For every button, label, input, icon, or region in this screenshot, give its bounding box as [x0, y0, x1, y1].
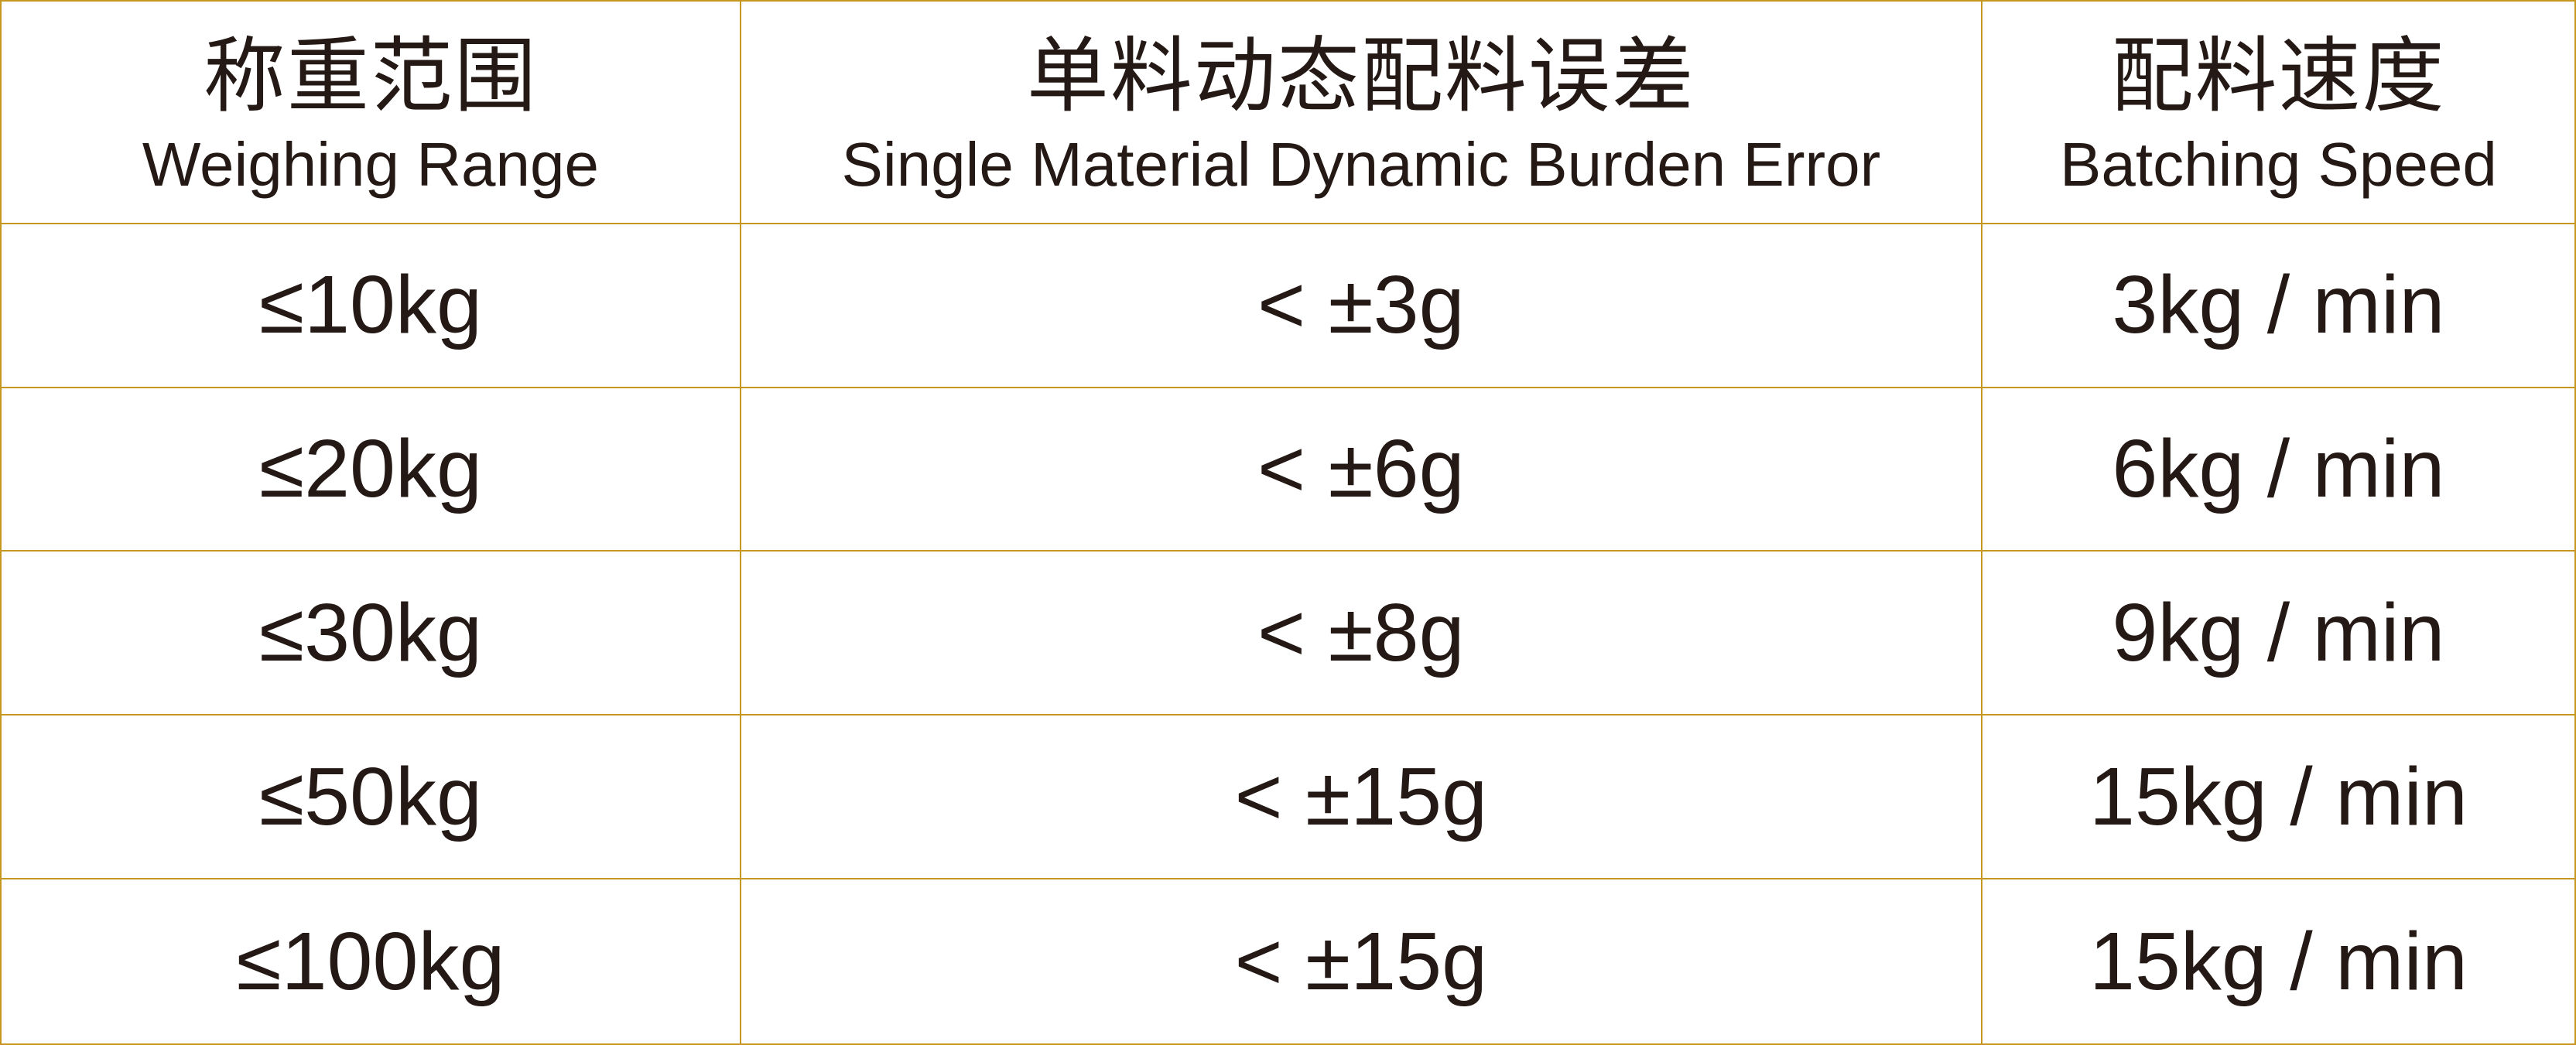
header-batching-speed-zh: 配料速度: [2111, 31, 2446, 123]
cell-row1-batching-speed: 3kg / min: [1982, 224, 2574, 388]
header-batching-speed: 配料速度 Batching Speed: [1982, 2, 2574, 224]
cell-row4-weighing-range: ≤50kg: [2, 715, 741, 880]
header-batching-speed-en: Batching Speed: [2060, 129, 2497, 199]
header-burden-error-zh: 单料动态配料误差: [1026, 31, 1695, 123]
cell-row4-batching-speed: 15kg / min: [1982, 715, 2574, 880]
cell-row5-burden-error: < ±15g: [741, 879, 1982, 1043]
header-weighing-range-zh: 称重范围: [203, 31, 538, 123]
cell-row3-burden-error: < ±8g: [741, 552, 1982, 716]
cell-row1-burden-error: < ±3g: [741, 224, 1982, 388]
header-burden-error: 单料动态配料误差 Single Material Dynamic Burden …: [741, 2, 1982, 224]
header-burden-error-en: Single Material Dynamic Burden Error: [841, 129, 1881, 199]
cell-row2-burden-error: < ±6g: [741, 388, 1982, 552]
cell-row4-burden-error: < ±15g: [741, 715, 1982, 880]
cell-row3-weighing-range: ≤30kg: [2, 552, 741, 716]
cell-row1-weighing-range: ≤10kg: [2, 224, 741, 388]
cell-row3-batching-speed: 9kg / min: [1982, 552, 2574, 716]
header-weighing-range-en: Weighing Range: [142, 129, 599, 199]
cell-row5-weighing-range: ≤100kg: [2, 879, 741, 1043]
cell-row2-weighing-range: ≤20kg: [2, 388, 741, 552]
cell-row2-batching-speed: 6kg / min: [1982, 388, 2574, 552]
header-weighing-range: 称重范围 Weighing Range: [2, 2, 741, 224]
cell-row5-batching-speed: 15kg / min: [2089, 915, 2468, 1007]
